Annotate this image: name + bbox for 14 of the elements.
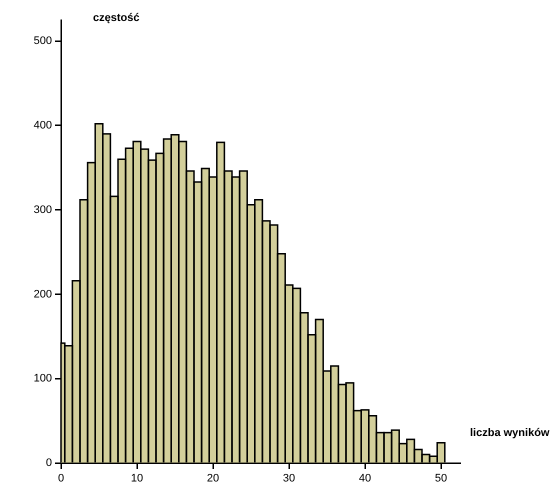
x-tick-label: 20 bbox=[206, 472, 220, 485]
x-tick-label: 10 bbox=[130, 472, 144, 485]
y-tick-label: 0 bbox=[46, 457, 52, 470]
y-tick-label: 200 bbox=[34, 288, 52, 300]
x-tick-label: 0 bbox=[58, 472, 64, 485]
x-tick-label: 40 bbox=[358, 472, 372, 485]
y-tick-label: 500 bbox=[34, 35, 52, 48]
y-tick-label: 100 bbox=[34, 372, 52, 385]
x-tick-label: 30 bbox=[282, 472, 296, 485]
y-tick-label: 300 bbox=[34, 204, 52, 216]
x-axis-title: liczba wyników bbox=[470, 427, 550, 440]
y-tick-label: 400 bbox=[34, 120, 52, 132]
y-axis-title: częstość bbox=[93, 12, 140, 24]
x-tick-label: 50 bbox=[434, 472, 448, 485]
